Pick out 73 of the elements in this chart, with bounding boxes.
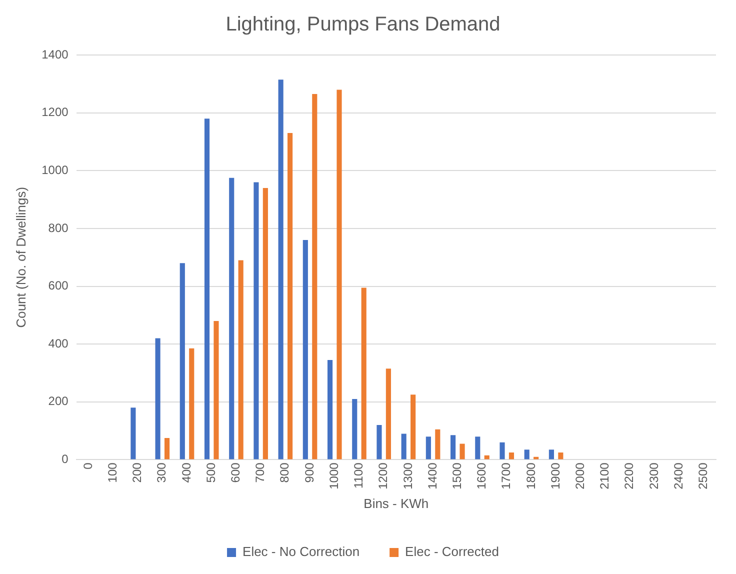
x-tick-label: 2400	[671, 462, 686, 490]
x-tick-label: 2500	[696, 462, 710, 490]
x-tick-label: 2300	[646, 462, 661, 490]
x-tick-label: 1900	[548, 462, 562, 490]
x-tick-label: 400	[179, 462, 194, 483]
x-tick-label: 1100	[352, 462, 366, 489]
bar	[558, 452, 564, 460]
bar	[386, 368, 391, 460]
x-tick-label: 2100	[598, 462, 612, 490]
y-tick-label: 1200	[42, 105, 69, 120]
bar	[410, 394, 416, 460]
bar	[460, 444, 465, 460]
bar	[164, 438, 170, 460]
x-tick-label: 600	[228, 462, 243, 483]
bar	[214, 320, 219, 460]
y-tick-label: 400	[48, 336, 69, 350]
x-tick-label: 1700	[499, 462, 514, 490]
bar	[180, 263, 185, 460]
bar	[278, 80, 284, 460]
bar	[484, 455, 490, 460]
bar	[189, 348, 194, 460]
bar	[302, 240, 308, 460]
bar	[352, 399, 358, 460]
y-tick-label: 800	[48, 220, 69, 235]
y-tick-label: 0	[62, 452, 69, 466]
bar	[254, 182, 259, 460]
x-tick-label: 900	[302, 462, 316, 483]
bar	[376, 425, 382, 460]
bar	[508, 452, 514, 460]
bar	[426, 436, 431, 460]
x-tick-label: 1000	[326, 462, 341, 490]
bar	[500, 442, 505, 460]
x-tick-label: 1400	[425, 462, 440, 490]
x-tick-label: 500	[204, 462, 218, 483]
bar	[336, 90, 342, 460]
y-tick-label: 600	[48, 278, 69, 293]
y-tick-label: 1000	[42, 162, 69, 177]
legend-label: Elec - No Correction	[242, 544, 360, 560]
bar	[130, 408, 136, 460]
bar	[288, 133, 293, 460]
bar	[312, 94, 318, 460]
bar	[204, 118, 210, 460]
x-tick-label: 200	[130, 462, 144, 483]
x-tick-label: 1800	[524, 462, 538, 490]
bar	[450, 435, 456, 460]
bar	[327, 360, 333, 460]
bar	[401, 434, 406, 460]
bar	[238, 260, 244, 460]
y-axis-title: Count (No. of Dwellings)	[13, 186, 28, 328]
x-tick-label: 1300	[400, 462, 415, 490]
chart-title: Lighting, Pumps Fans Demand	[226, 14, 500, 36]
x-tick-label: 100	[106, 462, 120, 483]
x-tick-label: 800	[278, 462, 292, 483]
x-tick-label: 2200	[622, 462, 636, 490]
bar	[475, 436, 480, 460]
x-tick-label: 1200	[376, 462, 390, 490]
bar	[155, 338, 160, 460]
y-tick-label: 200	[48, 394, 69, 408]
x-tick-label: 0	[80, 462, 95, 470]
bar	[262, 188, 268, 460]
bar	[361, 288, 366, 460]
legend-label: Elec - Corrected	[405, 544, 499, 560]
x-tick-label: 2000	[572, 462, 587, 490]
x-axis-title: Bins - KWh	[364, 496, 429, 511]
x-tick-label: 1500	[450, 462, 464, 490]
x-tick-label: 300	[154, 462, 169, 483]
y-tick-label: 1400	[42, 47, 69, 62]
bar	[435, 429, 440, 460]
bar	[548, 450, 554, 460]
bar	[524, 450, 530, 460]
x-tick-label: 1600	[474, 462, 489, 490]
x-tick-label: 700	[253, 462, 268, 483]
bar	[229, 178, 234, 460]
